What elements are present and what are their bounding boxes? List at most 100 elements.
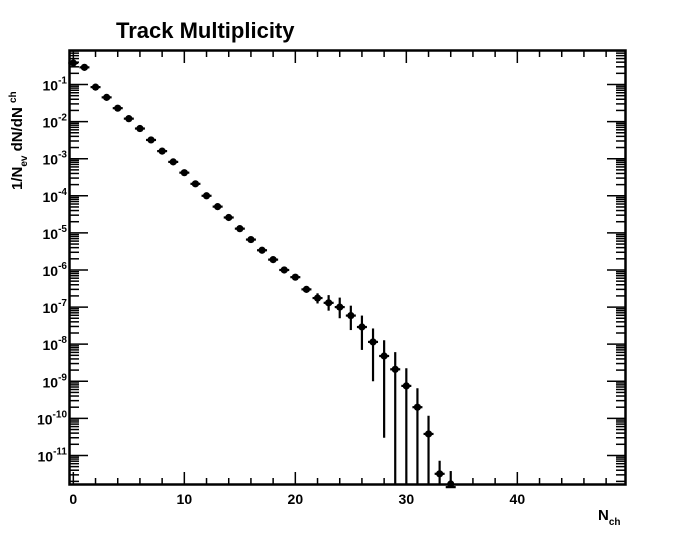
point-marker (158, 147, 166, 155)
point-marker (180, 169, 188, 177)
y-axis-label: 1/Nev dN/dN ch (8, 91, 30, 190)
y-tick-exponent: -3 (58, 150, 67, 161)
point-marker (114, 104, 122, 112)
point-marker (258, 246, 266, 254)
point-marker (214, 203, 222, 211)
y-tick-exponent: -10 (53, 409, 68, 420)
data-point (123, 115, 134, 123)
y-tick-base: 10 (43, 374, 59, 390)
y-axis-label-sub2: ch (8, 91, 19, 103)
data-point (179, 169, 190, 177)
data-point (379, 340, 390, 438)
y-tick-base: 10 (43, 78, 59, 94)
y-tick-exponent: -6 (58, 261, 67, 272)
point-marker (191, 180, 200, 188)
y-tick-label: 10-9 (43, 372, 68, 390)
y-tick-base: 10 (43, 189, 59, 205)
data-point (190, 180, 201, 188)
point-marker (447, 480, 455, 488)
y-tick-exponent: -2 (58, 113, 67, 124)
point-marker (291, 273, 299, 281)
data-point (157, 147, 168, 155)
data-point (79, 63, 90, 71)
x-tick-label: 0 (69, 491, 77, 507)
data-point (201, 192, 212, 200)
data-point (356, 315, 367, 350)
data-point (90, 83, 101, 91)
data-series (68, 59, 456, 489)
point-marker (202, 192, 211, 200)
y-tick-label: 10-2 (43, 113, 68, 131)
data-point (312, 293, 323, 304)
x-tick-label: 30 (399, 491, 415, 507)
point-marker (247, 235, 255, 244)
point-marker (147, 136, 155, 144)
point-marker (125, 115, 133, 123)
x-tick-label: 20 (288, 491, 304, 507)
data-point (223, 213, 234, 222)
y-tick-base: 10 (43, 337, 59, 353)
y-tick-label: 10-1 (43, 76, 68, 94)
point-marker (91, 83, 100, 91)
point-marker (391, 365, 399, 373)
y-tick-base: 10 (43, 115, 59, 131)
y-axis-label-part1: 1/N (9, 167, 26, 190)
point-marker (302, 285, 311, 293)
point-marker (269, 256, 277, 264)
y-tick-exponent: -4 (58, 187, 67, 198)
y-tick-label: 10-6 (43, 261, 68, 279)
y-tick-base: 10 (43, 263, 59, 279)
data-point (279, 266, 290, 274)
point-marker (413, 403, 422, 411)
y-axis-tick-labels: 10-110-210-310-410-510-610-710-810-910-1… (37, 76, 67, 465)
y-tick-label: 10-4 (43, 187, 68, 205)
x-axis-label: Nch (598, 507, 621, 528)
y-tick-label: 10-10 (37, 409, 67, 427)
data-point (301, 285, 312, 293)
point-marker (402, 382, 410, 390)
data-point (412, 388, 423, 484)
y-tick-exponent: -11 (53, 446, 67, 457)
y-tick-base: 10 (43, 300, 59, 316)
data-point (445, 471, 456, 489)
data-point (257, 246, 268, 254)
point-marker (336, 303, 344, 311)
data-point (390, 352, 401, 484)
point-marker (225, 213, 233, 222)
point-marker (103, 93, 111, 101)
data-point (146, 136, 157, 144)
y-axis-label-part2: dN/dN (9, 103, 26, 156)
data-point (134, 124, 145, 133)
data-point (401, 368, 412, 484)
point-marker (325, 299, 333, 307)
y-tick-label: 10-11 (38, 446, 68, 464)
x-tick-label: 10 (177, 491, 193, 507)
y-tick-exponent: -1 (58, 76, 67, 87)
y-axis-label-sub1: ev (19, 155, 30, 167)
point-marker (280, 266, 288, 274)
y-tick-label: 10-3 (43, 150, 68, 168)
x-axis-label-main: N (598, 507, 609, 524)
data-point (234, 225, 245, 233)
data-point (112, 104, 123, 112)
chart-title: Track Multiplicity (116, 18, 295, 43)
point-marker (380, 352, 388, 360)
data-point (290, 273, 301, 281)
data-point (345, 305, 356, 331)
y-tick-exponent: -7 (58, 298, 67, 309)
point-marker (369, 338, 377, 346)
x-axis-label-sub: ch (609, 517, 621, 528)
y-tick-label: 10-8 (43, 335, 68, 353)
y-tick-base: 10 (38, 448, 54, 464)
y-axis-ticks (70, 50, 625, 483)
plot-frame (68, 49, 627, 486)
point-marker (136, 124, 144, 133)
point-marker (169, 158, 177, 166)
y-tick-base: 10 (37, 411, 53, 427)
point-marker (313, 294, 322, 302)
data-point (212, 203, 223, 211)
y-tick-label: 10-7 (43, 298, 68, 316)
point-marker (236, 225, 244, 233)
point-marker (424, 430, 433, 438)
